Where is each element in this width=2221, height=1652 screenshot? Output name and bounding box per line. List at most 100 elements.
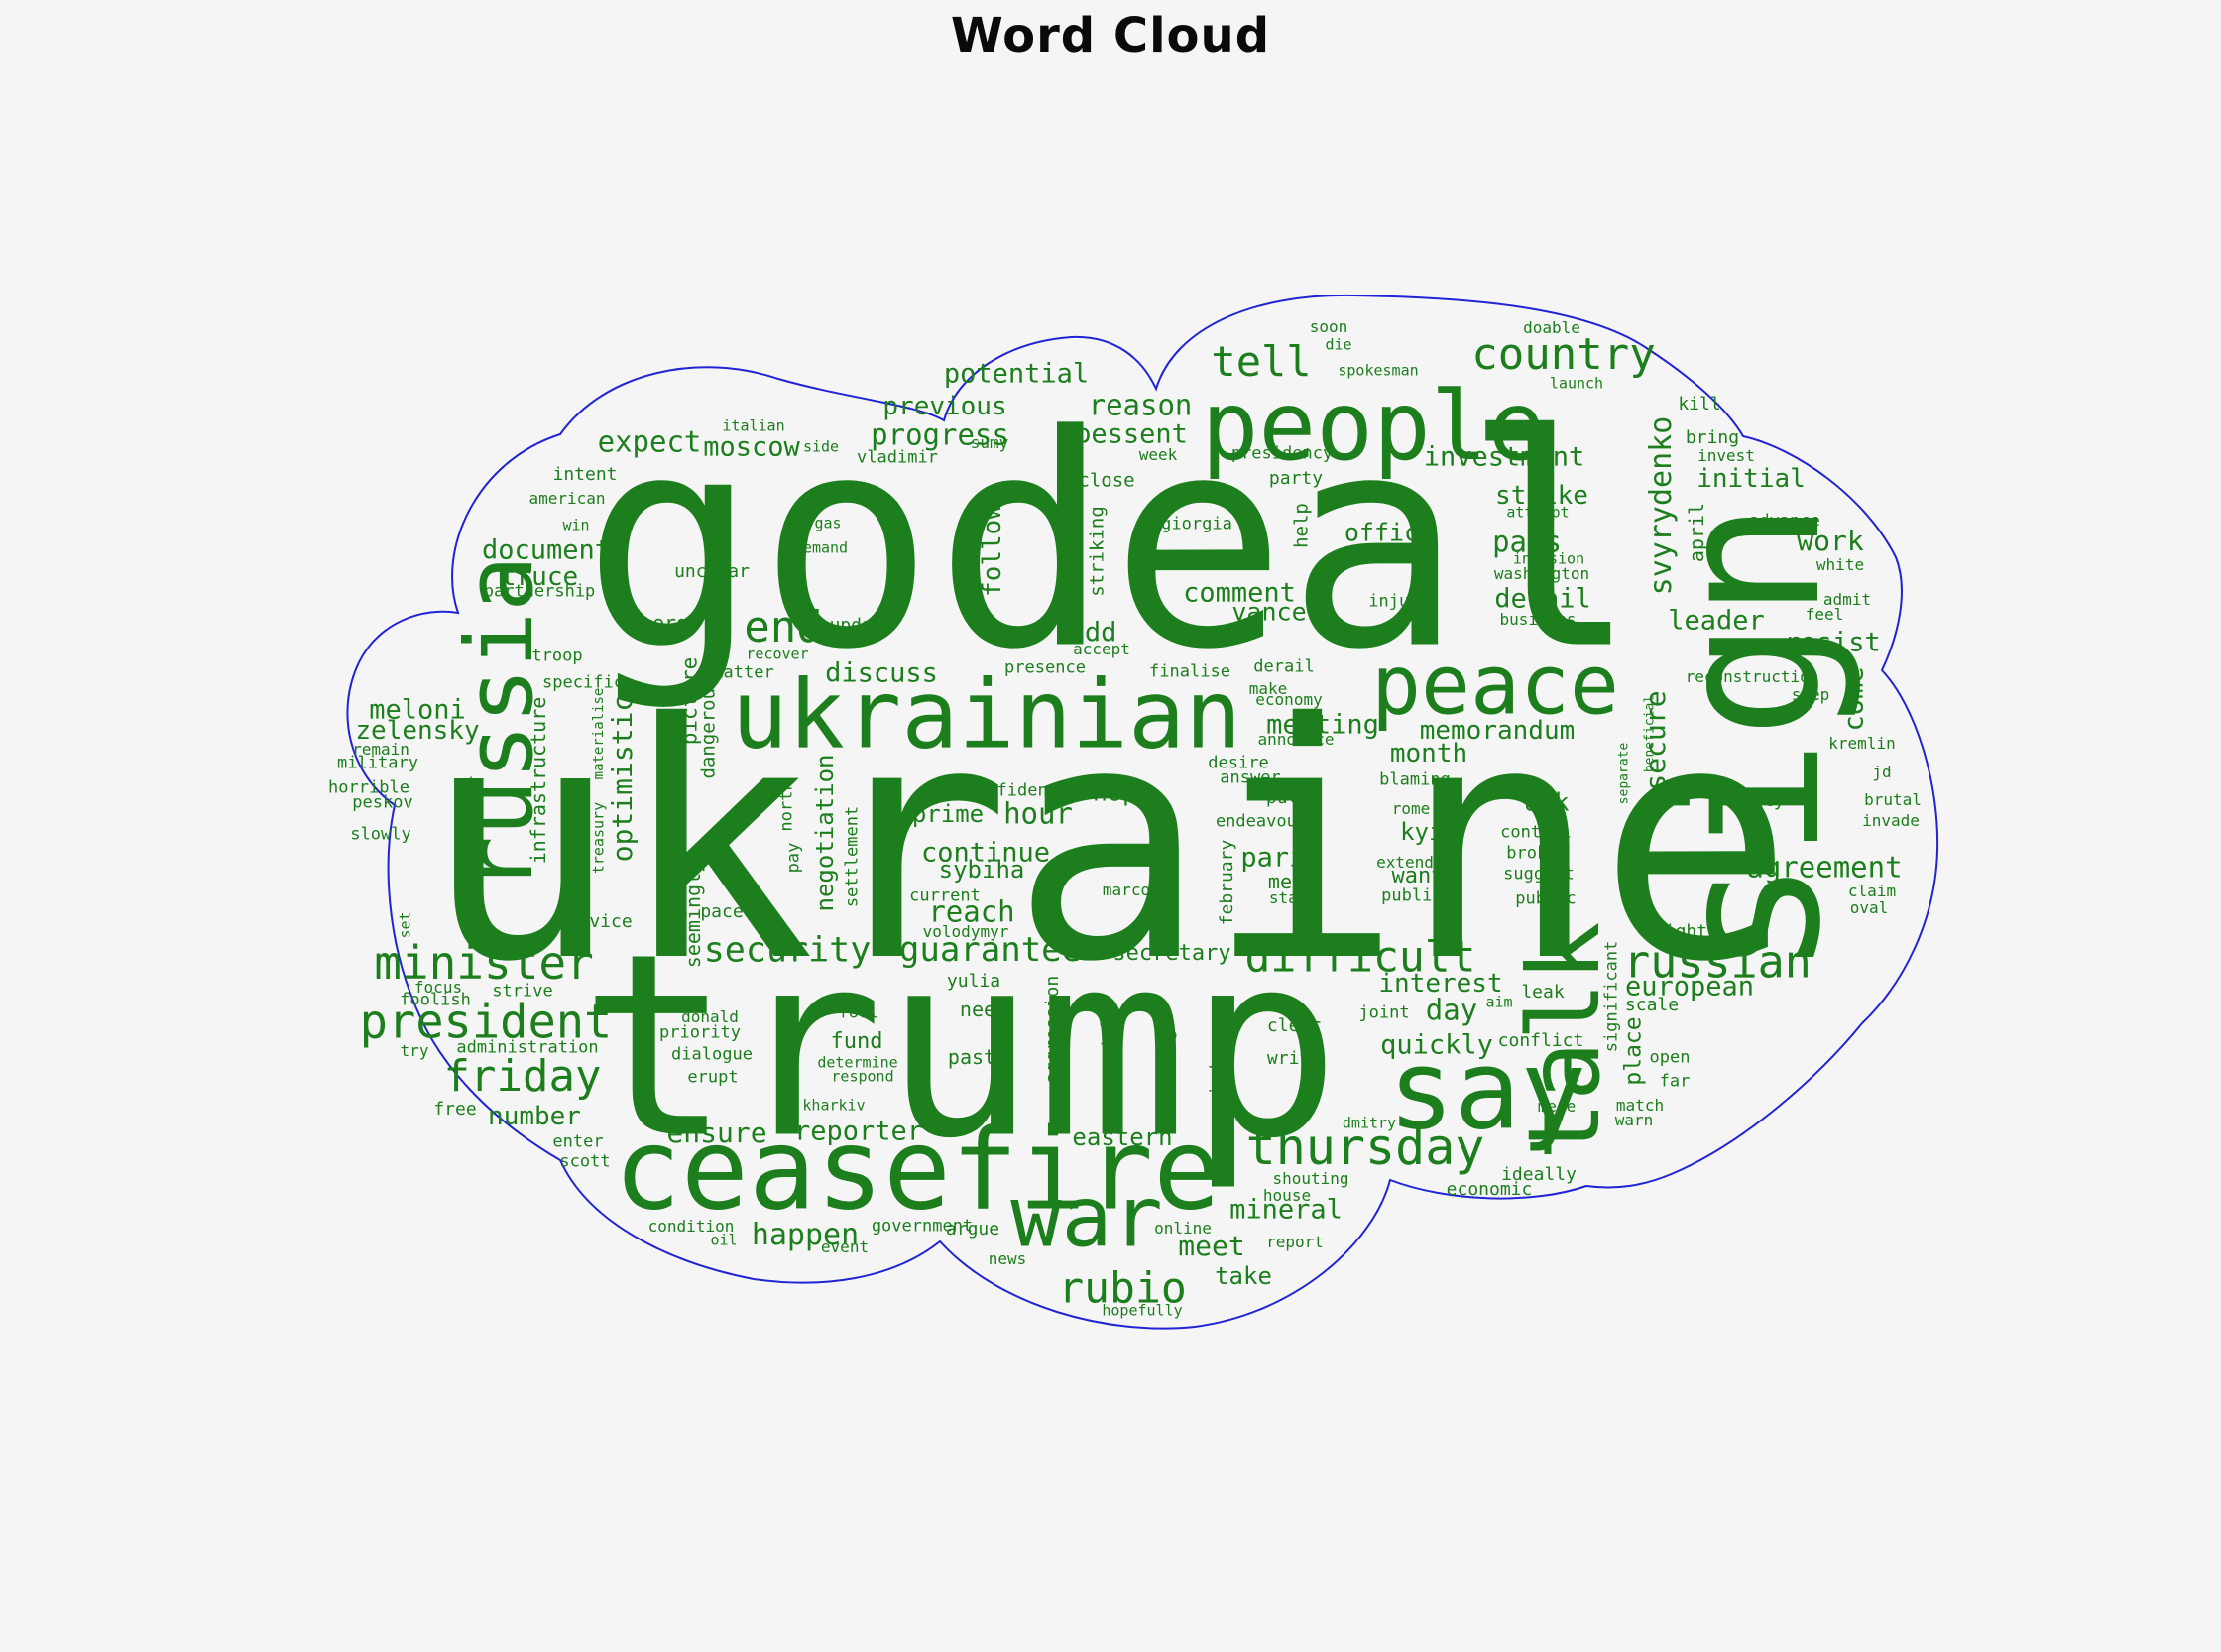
- word-conflict: conflict: [1497, 1030, 1584, 1051]
- word-set: set: [396, 911, 414, 939]
- word-suggest: suggest: [1503, 864, 1575, 885]
- word-giorgia: giorgia: [1161, 514, 1232, 534]
- word-materialise: materialise: [591, 687, 607, 780]
- word-seemingly: seemingly: [681, 860, 705, 969]
- word-troop: troop: [531, 646, 583, 666]
- word-administration: administration: [456, 1037, 599, 1058]
- word-guarantee: guarantee: [898, 930, 1083, 970]
- word-thursday: thursday: [1245, 1119, 1485, 1176]
- word-state: state: [1268, 888, 1318, 907]
- word-ensure: ensure: [666, 1117, 767, 1149]
- word-resist: resist: [1784, 627, 1881, 658]
- word-eastern: eastern: [1072, 1123, 1173, 1151]
- word-progress: progress: [871, 417, 1009, 452]
- word-report: report: [1266, 1233, 1324, 1251]
- word-injure: injure: [1368, 591, 1430, 612]
- word-follow: follow: [978, 504, 1007, 597]
- word-minister: minister: [374, 936, 594, 990]
- word-matter: matter: [713, 662, 774, 683]
- word-yulia: yulia: [946, 971, 1001, 992]
- word-sybiha: sybiha: [938, 856, 1025, 884]
- word-leak: leak: [1521, 982, 1565, 1003]
- word-significant: significant: [1601, 940, 1622, 1053]
- word-exactly: exactly: [1631, 804, 1650, 872]
- word-memo: memo: [1267, 870, 1317, 893]
- word-unclear: unclear: [674, 561, 750, 582]
- word-win: win: [562, 516, 590, 534]
- word-separate: separate: [1616, 742, 1632, 805]
- word-infrastructure: infrastructure: [526, 696, 550, 865]
- word-energy: energy: [628, 611, 701, 635]
- word-bring: bring: [1685, 427, 1740, 448]
- word-city: city: [1741, 790, 1785, 811]
- word-fight: fight: [1653, 921, 1708, 942]
- word-trump: trump: [579, 899, 1341, 1195]
- word-kill: kill: [1678, 394, 1721, 414]
- word-marco: marco: [1102, 881, 1151, 899]
- word-soon: soon: [1309, 317, 1348, 336]
- word-memorandum: memorandum: [1419, 716, 1576, 746]
- word-people: people: [1201, 371, 1546, 482]
- word-donald: donald: [681, 1007, 739, 1026]
- word-publish: publish: [1381, 885, 1453, 906]
- word-public: public: [1515, 888, 1577, 909]
- word-february: february: [1217, 839, 1237, 926]
- word-initial: initial: [1696, 464, 1806, 494]
- word-moscow: moscow: [703, 431, 800, 463]
- word-determine: determine: [817, 1053, 898, 1072]
- word-april: april: [1685, 502, 1708, 563]
- word-argue: argue: [945, 1219, 1000, 1239]
- chart-title: Word Cloud: [950, 8, 1271, 63]
- word-step: step: [1791, 685, 1830, 704]
- word-want: want: [1391, 864, 1445, 888]
- word-spokesman: spokesman: [1338, 361, 1419, 380]
- word-reconstruction: reconstruction: [1685, 667, 1819, 686]
- word-strive: strive: [492, 981, 553, 1002]
- word-pay: pay: [783, 842, 804, 874]
- word-potential: potential: [943, 358, 1090, 390]
- word-continue: continue: [920, 837, 1051, 869]
- word-month: month: [1389, 739, 1468, 768]
- word-slowly: slowly: [350, 824, 411, 845]
- word-online: online: [1154, 1219, 1212, 1238]
- word-warn: warn: [1614, 1111, 1654, 1129]
- word-discuss: discuss: [825, 657, 938, 689]
- word-ukrainian: ukrainian: [731, 660, 1242, 770]
- word-free: free: [433, 1099, 477, 1120]
- word-invade: invade: [1862, 811, 1920, 830]
- word-war: war: [1010, 1168, 1163, 1267]
- word-sumy: sumy: [970, 433, 1009, 452]
- word-friday: friday: [443, 1051, 602, 1102]
- word-white: white: [1815, 555, 1865, 574]
- word-broker: broker: [1506, 843, 1568, 864]
- word-negotiator: negotiator: [464, 775, 483, 873]
- word-fool: fool: [838, 1003, 879, 1023]
- word-beneficial: beneficial: [1642, 694, 1658, 773]
- word-interest: interest: [1378, 969, 1503, 999]
- word-brutal: brutal: [1864, 790, 1922, 809]
- word-negotiation: negotiation: [811, 754, 839, 912]
- word-north: north: [776, 780, 797, 832]
- word-scott: scott: [559, 1151, 611, 1172]
- word-president: president: [359, 995, 613, 1050]
- word-launch: launch: [1549, 374, 1604, 393]
- word-hope: hope: [1092, 777, 1153, 807]
- word-aggression: aggression: [1042, 975, 1063, 1084]
- word-agreement: agreement: [1746, 850, 1903, 885]
- word-dialogue: dialogue: [671, 1044, 753, 1065]
- word-demand: demand: [793, 538, 849, 557]
- word-aim: aim: [1485, 993, 1513, 1011]
- word-attempt: attempt: [1506, 503, 1570, 522]
- word-match: match: [1615, 1096, 1665, 1115]
- word-take: take: [1215, 1262, 1272, 1290]
- word-work: work: [1797, 525, 1864, 557]
- word-pass: pass: [1492, 525, 1562, 559]
- word-meet: meet: [1178, 1230, 1245, 1262]
- word-prejudge: prejudge: [1207, 1042, 1227, 1129]
- word-endeavour: endeavour: [1215, 811, 1308, 832]
- word-quickly: quickly: [1380, 1029, 1493, 1061]
- word-previous: previous: [882, 392, 1007, 421]
- word-reach: reach: [928, 894, 1015, 929]
- word-truce: truce: [500, 562, 579, 592]
